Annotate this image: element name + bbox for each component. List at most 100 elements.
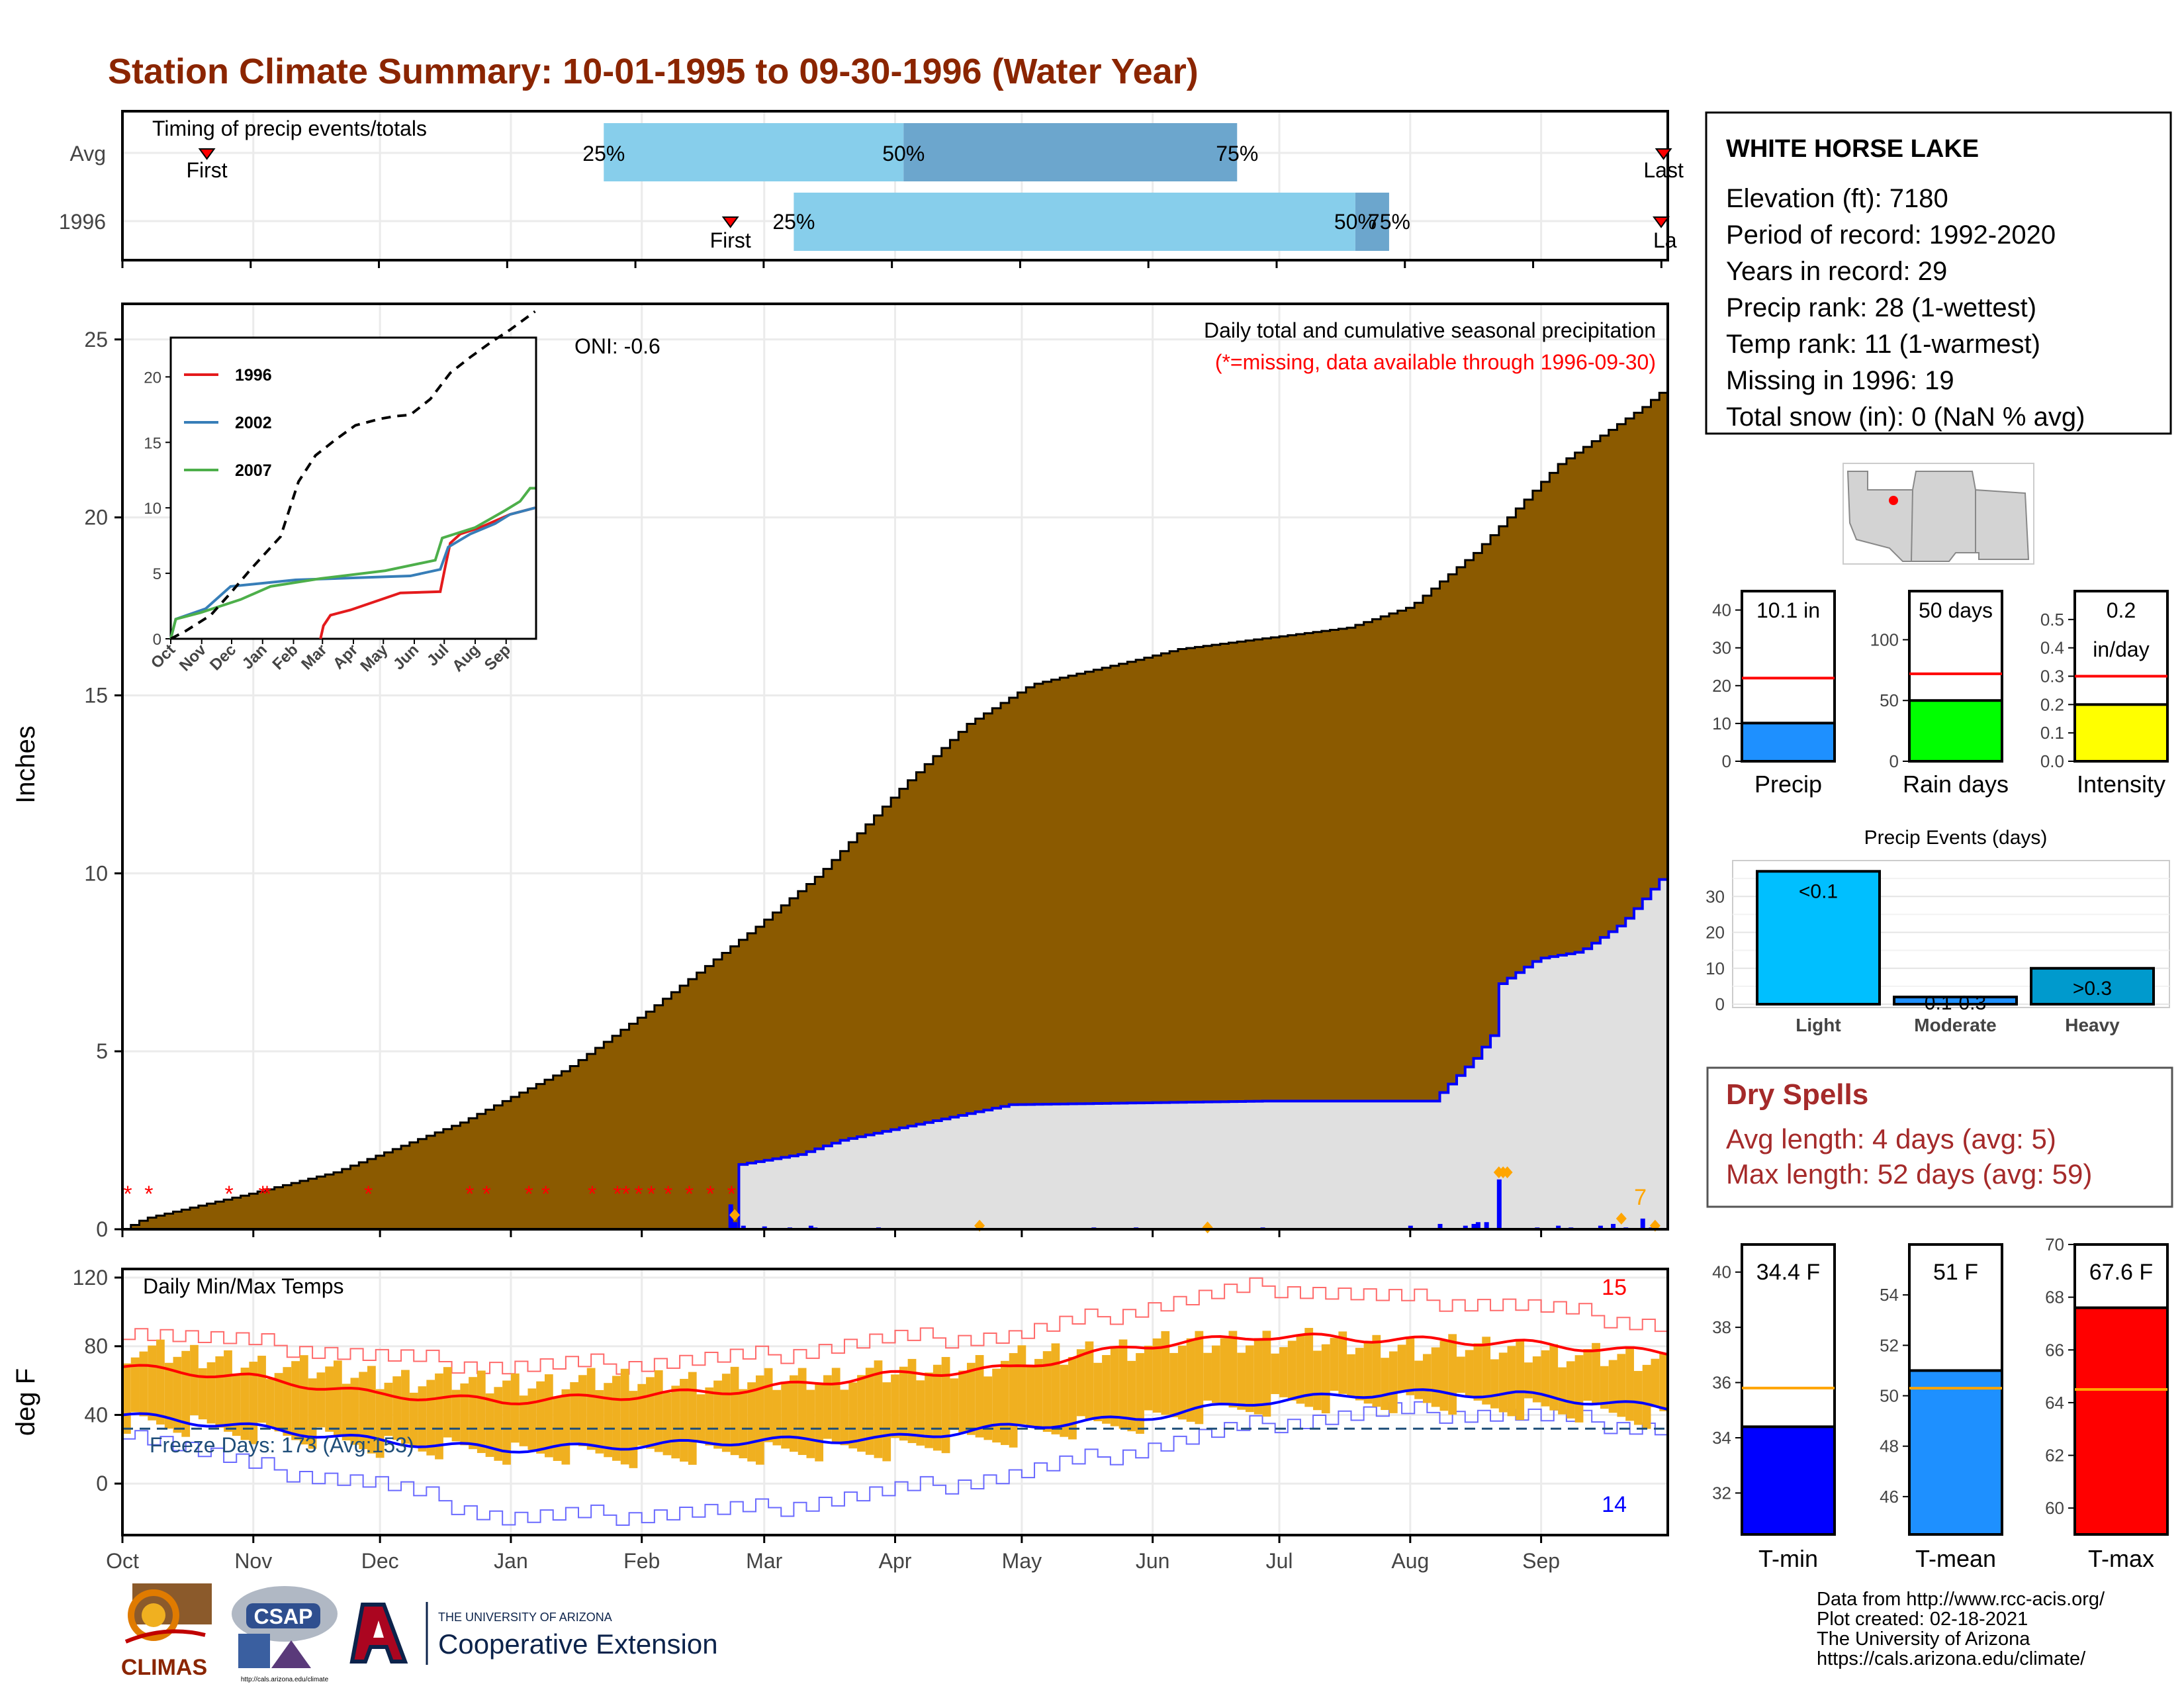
csap-url: http://cals.arizona.edu/climate bbox=[241, 1676, 329, 1683]
daily-temp-bar bbox=[958, 1370, 967, 1432]
daily-temp-bar bbox=[1422, 1354, 1432, 1403]
daily-temp-bar bbox=[688, 1372, 697, 1465]
temp-ytick-label: 120 bbox=[73, 1266, 108, 1289]
daily-temp-bar bbox=[831, 1368, 841, 1442]
daily-temp-bar bbox=[510, 1373, 520, 1443]
ua-small-text: THE UNIVERSITY OF ARIZONA bbox=[438, 1611, 612, 1624]
daily-precip-bar bbox=[728, 1204, 733, 1229]
missing-marker: * bbox=[224, 1182, 233, 1207]
daily-temp-bar bbox=[359, 1372, 368, 1450]
missing-marker: * bbox=[482, 1182, 491, 1207]
timing-bar-year-50-75 bbox=[1355, 193, 1389, 251]
daily-temp-bar bbox=[232, 1374, 241, 1436]
missing-marker: * bbox=[664, 1182, 672, 1207]
mini-temp-ytick-label: 32 bbox=[1712, 1483, 1731, 1503]
daily-temp-bar bbox=[1271, 1353, 1280, 1394]
inset-legend-label: 2007 bbox=[235, 461, 272, 480]
daily-temp-bar bbox=[1051, 1343, 1060, 1434]
daily-precip-bar bbox=[733, 1222, 738, 1229]
daily-temp-bar bbox=[283, 1367, 292, 1436]
daily-temp-bar bbox=[1347, 1354, 1355, 1397]
mini-temp-panels: 34.4 F 32 34 36 38 40 T-min 51 F 46 48 50 52 54 T-mea… bbox=[1712, 1235, 2169, 1572]
daily-temp-bar bbox=[874, 1360, 883, 1458]
precip-corner-count: 7 bbox=[1634, 1185, 1647, 1210]
mini-ytick-label: 0 bbox=[1889, 751, 1899, 771]
daily-temp-bar bbox=[299, 1355, 308, 1445]
daily-temp-bar bbox=[1625, 1348, 1634, 1421]
p25-label-year: 25% bbox=[772, 210, 815, 234]
ua-big-text: Cooperative Extension bbox=[438, 1628, 718, 1660]
events-bar bbox=[1756, 870, 1881, 1006]
mini-value-bar bbox=[1908, 699, 2003, 763]
daily-temp-bar bbox=[274, 1373, 283, 1432]
daily-temp-bar bbox=[680, 1378, 688, 1462]
mini-temp-label: T-max bbox=[2088, 1545, 2154, 1572]
daily-temp-bar bbox=[1321, 1344, 1330, 1414]
mini-ytick-label: 50 bbox=[1880, 690, 1899, 710]
daily-temp-bar bbox=[586, 1368, 596, 1450]
precip-ytick-label: 10 bbox=[84, 861, 108, 885]
missing-marker: * bbox=[621, 1182, 630, 1207]
inset-xtick-label: Feb bbox=[269, 641, 301, 673]
timing-bar-avg-25-50 bbox=[604, 123, 904, 181]
daily-temp-bar bbox=[544, 1374, 553, 1458]
daily-temp-bar bbox=[485, 1393, 494, 1457]
daily-temp-bar bbox=[1574, 1355, 1584, 1423]
temp-ytick-label: 0 bbox=[96, 1472, 108, 1495]
temps-title: Daily Min/Max Temps bbox=[143, 1274, 343, 1298]
last-marker-avg bbox=[1655, 148, 1672, 160]
daily-temp-bar bbox=[527, 1388, 537, 1450]
daily-temp-bar bbox=[620, 1368, 629, 1465]
daily-temp-bar bbox=[950, 1378, 959, 1430]
avg-min-line bbox=[122, 1388, 1668, 1454]
mini-temp-ytick-label: 54 bbox=[1880, 1285, 1899, 1305]
daily-temp-bar bbox=[1060, 1364, 1069, 1437]
daily-temp-bar bbox=[1034, 1358, 1043, 1430]
daily-temp-bar bbox=[1287, 1340, 1297, 1401]
inset-bg bbox=[169, 336, 537, 640]
daily-temp-bar bbox=[1246, 1345, 1254, 1413]
daily-temp-bar bbox=[1388, 1351, 1398, 1413]
first-label-avg: First bbox=[186, 158, 227, 182]
mini-value-text: 50 days bbox=[1919, 598, 1993, 622]
daily-temp-bar bbox=[1262, 1331, 1271, 1417]
daily-temp-bar bbox=[1482, 1336, 1491, 1405]
mini-temp-ytick-label: 40 bbox=[1712, 1262, 1731, 1282]
daily-temp-bar bbox=[316, 1372, 326, 1428]
station-line: Years in record: 29 bbox=[1726, 257, 1947, 286]
temps-panel: 0 40 80 120 deg F Daily Min/Max Temps Freez… bbox=[11, 1266, 1669, 1573]
missing-marker: * bbox=[685, 1182, 694, 1207]
inset-legend-label: 1996 bbox=[235, 366, 272, 385]
daily-temp-bar bbox=[156, 1339, 165, 1425]
mini-temp-ytick-label: 36 bbox=[1712, 1373, 1731, 1393]
events-bar-label: 0.1-0.3 bbox=[1925, 992, 1986, 1014]
daily-temp-bar bbox=[857, 1375, 866, 1452]
avg-cumulative-area bbox=[122, 389, 1669, 1231]
daily-temp-bar bbox=[1253, 1338, 1263, 1415]
missing-marker: * bbox=[364, 1182, 373, 1207]
daily-temp-bar bbox=[1498, 1352, 1508, 1413]
daily-temp-bar bbox=[519, 1395, 528, 1446]
daily-temp-bar bbox=[781, 1382, 790, 1449]
daily-temp-bar bbox=[477, 1370, 486, 1454]
daily-temp-bar bbox=[1304, 1328, 1314, 1407]
daily-temp-bar bbox=[333, 1360, 342, 1436]
snow-marker bbox=[1498, 1166, 1509, 1178]
daily-temp-bar bbox=[941, 1356, 950, 1454]
mini-temp-ytick-label: 34 bbox=[1712, 1428, 1731, 1448]
timing-panel: Timing of precip events/totals Avg 1996 … bbox=[59, 110, 1684, 268]
daily-temp-bar bbox=[1330, 1338, 1339, 1391]
daily-temp-bar bbox=[764, 1368, 773, 1442]
p50-label-year: 50% bbox=[1334, 210, 1377, 234]
daily-temp-bar bbox=[469, 1377, 477, 1450]
daily-temp-bar bbox=[206, 1362, 216, 1424]
snow-marker bbox=[729, 1209, 741, 1221]
mini-ytick-label: 0 bbox=[1722, 751, 1731, 771]
daily-temp-bar bbox=[308, 1378, 317, 1449]
university-logo: THE UNIVERSITY OF ARIZONA Cooperative Ex… bbox=[349, 1602, 718, 1665]
events-bar bbox=[1893, 996, 2018, 1006]
mini-ytick-label: 0.2 bbox=[2040, 694, 2064, 714]
locator-map bbox=[1843, 463, 2034, 565]
daily-precip-bar bbox=[762, 1226, 767, 1229]
